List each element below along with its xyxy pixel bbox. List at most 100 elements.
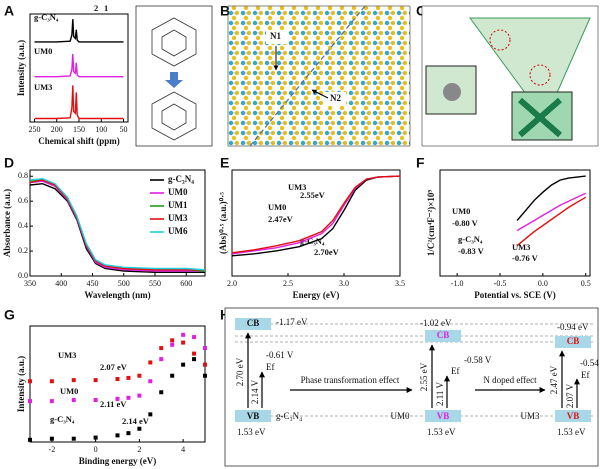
point xyxy=(115,396,120,401)
x-axis-label: Chemical shift (ppm) xyxy=(38,136,120,146)
structure-b xyxy=(227,5,411,147)
point xyxy=(49,436,54,441)
point xyxy=(159,346,164,351)
x-tick-label: 50 xyxy=(120,125,128,134)
x-tick-label: 400 xyxy=(55,279,67,288)
panel-label: D xyxy=(4,155,14,171)
vb-value: 1.53 eV xyxy=(237,427,266,437)
plot-frame xyxy=(29,169,206,277)
series-line xyxy=(29,177,206,271)
point xyxy=(203,346,207,351)
point xyxy=(203,362,207,367)
vb-value: 1.53 eV xyxy=(427,427,456,437)
point xyxy=(181,362,186,367)
x-tick-label: 500 xyxy=(118,279,130,288)
legend-label: UM6 xyxy=(168,226,188,236)
ef-label: Ef xyxy=(581,370,590,380)
plot-frame xyxy=(231,169,401,277)
y-tick-label: 0.6 xyxy=(18,196,28,205)
point xyxy=(71,398,76,403)
point xyxy=(148,360,153,365)
point xyxy=(28,379,32,384)
cb-value: -0.94 eV xyxy=(557,322,589,332)
band-labels: CB -1.17 eV -0.61 V Ef 2.70 eV 2.14 V VB… xyxy=(235,317,600,437)
series-line xyxy=(516,196,587,247)
x-tick-label: 2 xyxy=(137,445,141,454)
point xyxy=(93,398,98,403)
ef-label: Ef xyxy=(266,362,275,372)
x-tick-label: 0.5 xyxy=(581,279,591,288)
x-tick-label: -0.5 xyxy=(494,279,507,288)
series-label: g-C₃N₄ xyxy=(34,12,59,22)
annotation: -0.76 V xyxy=(512,253,539,263)
series-label: UM0 xyxy=(452,206,470,216)
x-tick-label: 4 xyxy=(181,445,185,454)
x-axis-label: Potential vs. SCE (V) xyxy=(474,290,556,300)
series-label: g-C₃N₄ xyxy=(300,236,325,246)
y-axis-label: Intensity (a.u.) xyxy=(16,40,26,96)
point xyxy=(115,433,120,438)
vb-label: VB xyxy=(437,411,450,421)
point xyxy=(28,437,32,442)
x-axis-label: Binding energy (eV) xyxy=(79,456,157,466)
gap-value: 2.70 eV xyxy=(235,357,245,386)
series-label: UM3 xyxy=(288,182,306,192)
process: Phase transformation effect xyxy=(301,375,400,385)
series-label: g-C₃N₄ xyxy=(458,234,483,244)
x-tick-label: 450 xyxy=(87,279,99,288)
point xyxy=(126,395,131,400)
legend-label: UM0 xyxy=(168,187,188,197)
point xyxy=(137,373,142,378)
ef-gap: 2.11 V xyxy=(435,382,445,407)
vb-label: VB xyxy=(247,411,260,421)
point xyxy=(148,379,153,384)
y-tick-label: 0.0 xyxy=(18,271,28,280)
material: g-C₃N₄ xyxy=(276,411,302,421)
point xyxy=(192,351,197,356)
x-tick-label: 2.0 xyxy=(227,279,237,288)
point xyxy=(115,377,120,382)
series-line xyxy=(34,54,124,78)
x-tick-label: 150 xyxy=(73,125,85,134)
series-label: UM3 xyxy=(34,82,52,92)
cb-value: -1.17 eV xyxy=(276,317,308,327)
process: N doped effect xyxy=(483,375,537,385)
series-label: UM3 xyxy=(58,350,76,360)
annotation: -0.80 V xyxy=(452,218,479,228)
cb-value: -1.02 eV xyxy=(420,318,452,328)
point xyxy=(159,357,164,362)
x-tick-label: 250 xyxy=(28,125,40,134)
plot-frame xyxy=(439,169,591,277)
annotation: 1 xyxy=(104,3,108,13)
vb-value: 1.53 eV xyxy=(557,427,586,437)
annotation: 2.47eV xyxy=(268,214,294,224)
y-tick-label: 0.8 xyxy=(18,171,28,180)
legend-label: g-C₃N₄ xyxy=(168,174,194,184)
y-axis-label: Intensity (a.u.) xyxy=(16,356,26,412)
point xyxy=(137,426,142,431)
series-label: UM0 xyxy=(268,202,286,212)
x-tick-label: 3.5 xyxy=(395,279,405,288)
ef-gap: 2.07 V xyxy=(565,383,575,408)
point xyxy=(28,399,32,404)
x-tick-label: 200 xyxy=(51,125,63,134)
point xyxy=(71,436,76,441)
y-tick-label: 0.4 xyxy=(18,221,28,230)
point xyxy=(126,375,131,380)
site-label: N1 xyxy=(270,31,281,41)
structure-c xyxy=(421,5,599,147)
y-tick-label: 0.2 xyxy=(18,246,28,255)
series-line xyxy=(34,85,124,120)
annotation: 2 xyxy=(94,3,98,13)
annotation: 2.55eV xyxy=(300,190,326,200)
legend-label: UM3 xyxy=(168,213,188,223)
x-tick-label: 0 xyxy=(94,445,98,454)
material: UM3 xyxy=(520,411,540,421)
x-tick-label: 2.5 xyxy=(283,279,293,288)
annotation: -0.83 V xyxy=(458,246,485,256)
point xyxy=(192,357,197,362)
series-line xyxy=(231,175,401,254)
ef-value: -0.58 V xyxy=(464,355,492,365)
series-label: g-C₃N₄ xyxy=(50,414,75,424)
panel-label: C xyxy=(416,3,426,19)
